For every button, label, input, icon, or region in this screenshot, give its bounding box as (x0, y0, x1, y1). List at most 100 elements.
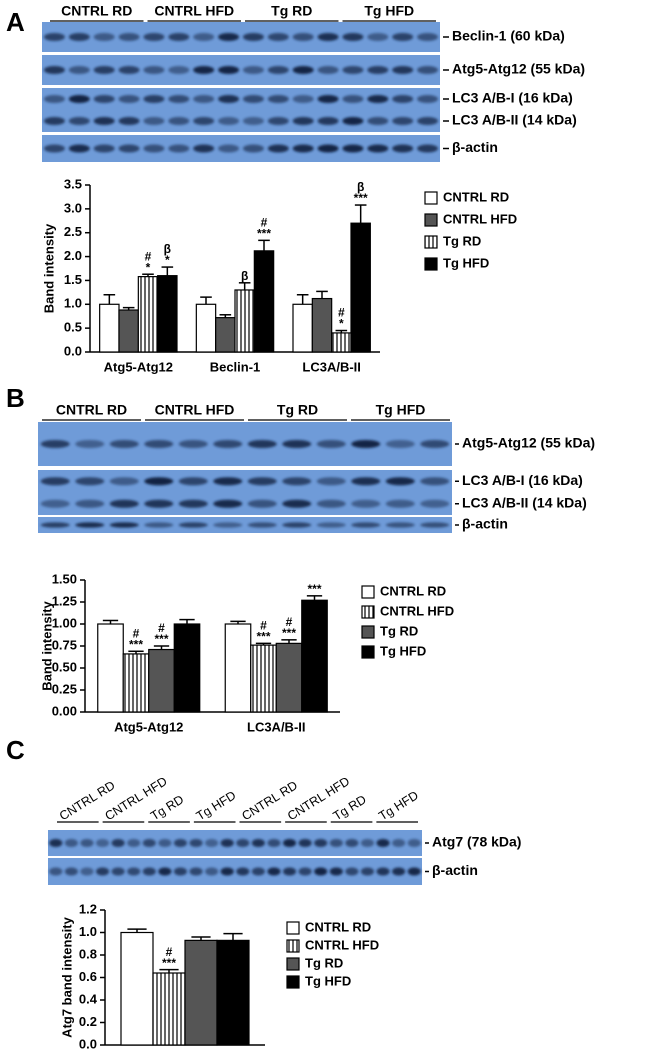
blot-band (317, 33, 339, 41)
blot-strip (38, 517, 452, 533)
blot-band (68, 95, 90, 103)
bar (215, 317, 236, 353)
blot-band (242, 117, 264, 125)
blot-band (144, 477, 174, 486)
blot-band (376, 839, 390, 847)
blot-band (109, 477, 139, 486)
blot-band (385, 522, 415, 528)
significance-mark: *** (256, 630, 270, 644)
blot-strip (42, 88, 440, 132)
bar (253, 250, 275, 353)
bar (152, 972, 186, 1046)
blot-band (417, 117, 439, 125)
blot-band (247, 499, 277, 508)
blot-band (178, 522, 208, 528)
blot-band (236, 839, 250, 847)
y-tick-label: 0.75 (52, 637, 77, 652)
legend-label: Tg RD (305, 955, 343, 970)
bar (99, 303, 120, 353)
blot-band (342, 117, 364, 125)
blot-band (376, 867, 390, 876)
blot-band (292, 117, 314, 125)
blot-band (93, 33, 115, 41)
significance-mark: β (241, 269, 248, 283)
y-tick-label: 0.5 (64, 320, 82, 335)
significance-mark: * (339, 317, 344, 331)
blot-strip (48, 830, 422, 856)
blot-band (314, 839, 328, 847)
blot-band (158, 867, 172, 876)
group-label: Tg RD (277, 402, 318, 418)
blot-band (168, 144, 190, 153)
bar (195, 303, 217, 353)
bar (120, 931, 154, 1046)
blot-band (329, 839, 343, 847)
legend-label: Tg RD (380, 623, 418, 638)
x-tick-label: Atg5-Atg12 (114, 719, 183, 734)
significance-mark: # (260, 619, 267, 633)
blot-band (189, 867, 203, 876)
y-tick-label: 1.25 (52, 593, 77, 608)
x-tick-label: LC3A/B-II (302, 359, 361, 374)
blot-band (109, 499, 139, 508)
blot-band (40, 499, 70, 508)
blot-band (144, 440, 174, 448)
significance-mark: β (164, 242, 171, 256)
blot-band (143, 33, 165, 41)
y-tick-label: 1.2 (79, 901, 97, 916)
blot-band (213, 522, 243, 528)
blot-band (282, 867, 297, 876)
bar (275, 642, 303, 713)
blot-band (392, 33, 414, 41)
blot-band (40, 440, 70, 448)
legend-swatch (286, 975, 300, 989)
blot-label: LC3 A/B-I (16 kDa) (452, 90, 573, 106)
group-label: CNTRL RD (61, 3, 132, 19)
blot-band (111, 839, 125, 847)
legend-label: CNTRL HFD (443, 211, 517, 226)
blot-band (68, 144, 90, 153)
blot-band (367, 144, 389, 153)
blot-band (43, 117, 65, 125)
blot-band (385, 477, 415, 486)
bar (250, 644, 277, 713)
legend-label: CNTRL RD (443, 189, 509, 204)
bar (301, 599, 328, 713)
blot-band (142, 867, 156, 876)
blot-band (292, 33, 314, 41)
blot-label: Atg5-Atg12 (55 kDa) (452, 61, 585, 77)
blot-band (109, 440, 139, 448)
blot-label: LC3 A/B-II (14 kDa) (462, 494, 587, 510)
blot-label: β-actin (452, 139, 498, 155)
significance-mark: # (338, 306, 345, 320)
blot-band (118, 33, 140, 41)
blot-band (143, 144, 165, 153)
blot-band (142, 839, 156, 847)
blot-band (392, 66, 414, 74)
significance-mark: *** (162, 956, 176, 970)
blot-band (292, 95, 314, 103)
y-tick-label: 1.0 (64, 296, 82, 311)
blot-band (40, 522, 70, 528)
blot-band (127, 867, 141, 876)
blot-band (143, 95, 165, 103)
blot-band (218, 144, 240, 153)
y-tick-label: 0.25 (52, 681, 77, 696)
blot-band (267, 95, 289, 103)
y-tick-label: 0.6 (79, 969, 97, 984)
blot-band (93, 66, 115, 74)
x-tick-label: Atg5-Atg12 (104, 359, 173, 374)
y-tick-label: 1.50 (52, 571, 77, 586)
legend-label: CNTRL HFD (305, 937, 379, 952)
blot-band (267, 144, 289, 153)
group-label: Tg HFD (376, 788, 421, 823)
blot-band (111, 867, 125, 876)
blot-band (93, 117, 115, 125)
blot-band (267, 33, 289, 41)
blot-band (127, 839, 141, 847)
bar (331, 332, 352, 353)
significance-mark: * (165, 253, 170, 267)
blot-band (342, 144, 364, 153)
